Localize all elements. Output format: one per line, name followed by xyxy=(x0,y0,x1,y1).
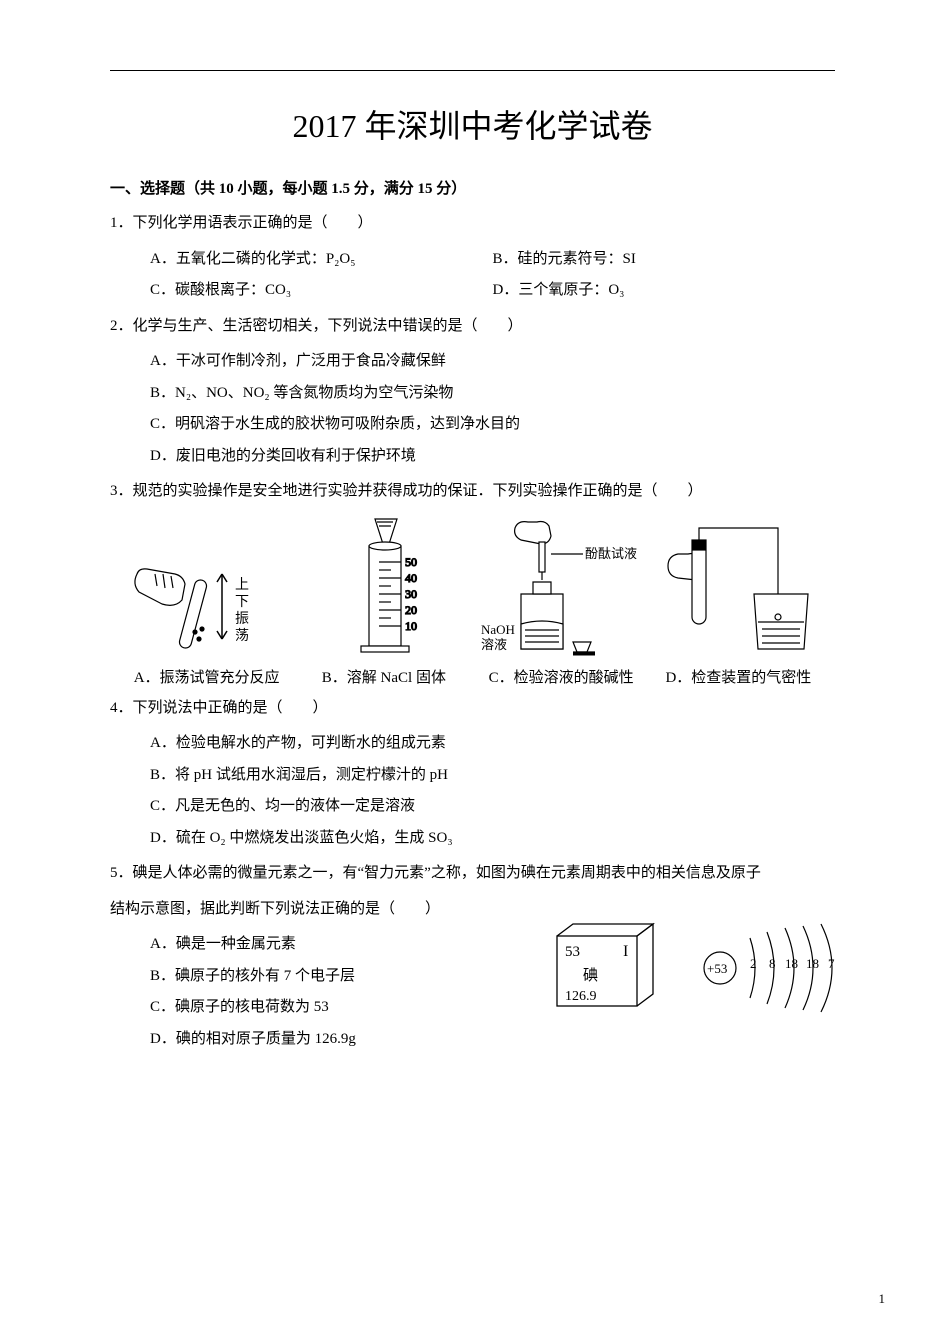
q4-opt-d: D．硫在 O₂ 中燃烧发出淡蓝色火焰，生成 SO₃ xyxy=(150,823,835,855)
q3-cap-b: B．溶解 NaCl 固体 xyxy=(295,666,472,687)
solution-label: 溶液 xyxy=(481,637,507,652)
q1-opt-a: A．五氧化二磷的化学式：P₂O₅ xyxy=(150,244,493,276)
q3-cap-d: D．检查装置的气密性 xyxy=(650,666,827,687)
q3-figure-row: 上 下 振 荡 50 40 30 xyxy=(110,514,835,664)
shell-1: 2 xyxy=(750,956,757,971)
tick-30: 30 xyxy=(405,587,417,601)
shake-tube-icon: 上 下 振 荡 xyxy=(127,524,277,664)
q3-fig-d xyxy=(653,514,833,664)
dropper-bottle-icon: 酚酞试液 NaOH 溶液 xyxy=(473,514,653,664)
exam-page: 2017 年深圳中考化学试卷 一、选择题（共 10 小题，每小题 1.5 分，满… xyxy=(0,0,945,1337)
shake-label-4: 荡 xyxy=(235,628,249,644)
q2-options: A．干冰可作制冷剂，广泛用于食品冷藏保鲜 B．N₂、NO、NO₂ 等含氮物质均为… xyxy=(110,346,835,472)
shake-label-1: 上 xyxy=(235,577,249,593)
q3-fig-b: 50 40 30 20 10 xyxy=(292,514,472,664)
tick-20: 20 xyxy=(405,603,417,617)
naoh-label: NaOH xyxy=(481,622,515,637)
q3-stem: 3．规范的实验操作是安全地进行实验并获得成功的保证．下列实验操作正确的是（ ） xyxy=(110,476,835,508)
q1-opt-b: B．硅的元素符号：SI xyxy=(493,244,836,276)
shell-4: 18 xyxy=(806,956,819,971)
q5-figure: 53 I 碘 126.9 +53 2 8 18 18 7 xyxy=(545,918,865,1028)
q4-opt-b: B．将 pH 试纸用水润湿后，测定柠檬汁的 pH xyxy=(150,760,835,792)
q1-options: A．五氧化二磷的化学式：P₂O₅ B．硅的元素符号：SI C．碳酸根离子：CO₃… xyxy=(110,244,835,307)
q2-stem: 2．化学与生产、生活密切相关，下列说法中错误的是（ ） xyxy=(110,311,835,343)
element-symbol: I xyxy=(623,943,628,960)
top-rule xyxy=(110,70,835,71)
section-1-heading: 一、选择题（共 10 小题，每小题 1.5 分，满分 15 分） xyxy=(110,177,835,198)
q3-cap-a: A．振荡试管充分反应 xyxy=(118,666,295,687)
tick-50: 50 xyxy=(405,555,417,569)
element-number: 53 xyxy=(565,944,580,960)
q5-block: 5．碘是人体必需的微量元素之一，有“智力元素”之称，如图为碘在元素周期表中的相关… xyxy=(110,858,835,1055)
q4-opt-a: A．检验电解水的产物，可判断水的组成元素 xyxy=(150,728,835,760)
q3-captions: A．振荡试管充分反应 B．溶解 NaCl 固体 C．检验溶液的酸碱性 D．检查装… xyxy=(110,666,835,687)
q2-opt-d: D．废旧电池的分类回收有利于保护环境 xyxy=(150,441,835,473)
shell-5: 7 xyxy=(828,956,835,971)
page-number: 1 xyxy=(879,1291,886,1307)
q5-opt-d: D．碘的相对原子质量为 126.9g xyxy=(150,1024,835,1056)
q4-options: A．检验电解水的产物，可判断水的组成元素 B．将 pH 试纸用水润湿后，测定柠檬… xyxy=(110,728,835,854)
shake-label-2: 下 xyxy=(235,595,249,610)
airtight-icon xyxy=(658,514,828,664)
q1-opt-c: C．碳酸根离子：CO₃ xyxy=(150,275,493,307)
tick-10: 10 xyxy=(405,619,417,633)
nucleus-label: +53 xyxy=(707,961,727,976)
q3-fig-a: 上 下 振 荡 xyxy=(112,524,292,664)
element-name: 碘 xyxy=(583,967,598,984)
q2-opt-c: C．明矾溶于水生成的胶状物可吸附杂质，达到净水目的 xyxy=(150,409,835,441)
q1-opt-d: D．三个氧原子：O₃ xyxy=(493,275,836,307)
element-mass: 126.9 xyxy=(565,989,597,1004)
q5-stem-1: 5．碘是人体必需的微量元素之一，有“智力元素”之称，如图为碘在元素周期表中的相关… xyxy=(110,858,835,890)
shake-label-3: 振 xyxy=(235,611,249,627)
q2-opt-b: B．N₂、NO、NO₂ 等含氮物质均为空气污染物 xyxy=(150,378,835,410)
q4-stem: 4．下列说法中正确的是（ ） xyxy=(110,693,835,725)
shell-3: 18 xyxy=(785,956,798,971)
q2-opt-a: A．干冰可作制冷剂，广泛用于食品冷藏保鲜 xyxy=(150,346,835,378)
shell-2: 8 xyxy=(769,956,776,971)
indicator-label: 酚酞试液 xyxy=(585,546,637,561)
q4-opt-c: C．凡是无色的、均一的液体一定是溶液 xyxy=(150,791,835,823)
q3-fig-c: 酚酞试液 NaOH 溶液 xyxy=(473,514,653,664)
cylinder-icon: 50 40 30 20 10 xyxy=(317,514,447,664)
iodine-element-icon: 53 I 碘 126.9 +53 2 8 18 18 7 xyxy=(545,918,865,1028)
q1-stem: 1．下列化学用语表示正确的是（ ） xyxy=(110,208,835,240)
q3-cap-c: C．检验溶液的酸碱性 xyxy=(473,666,650,687)
exam-title: 2017 年深圳中考化学试卷 xyxy=(110,101,835,147)
tick-40: 40 xyxy=(405,571,417,585)
